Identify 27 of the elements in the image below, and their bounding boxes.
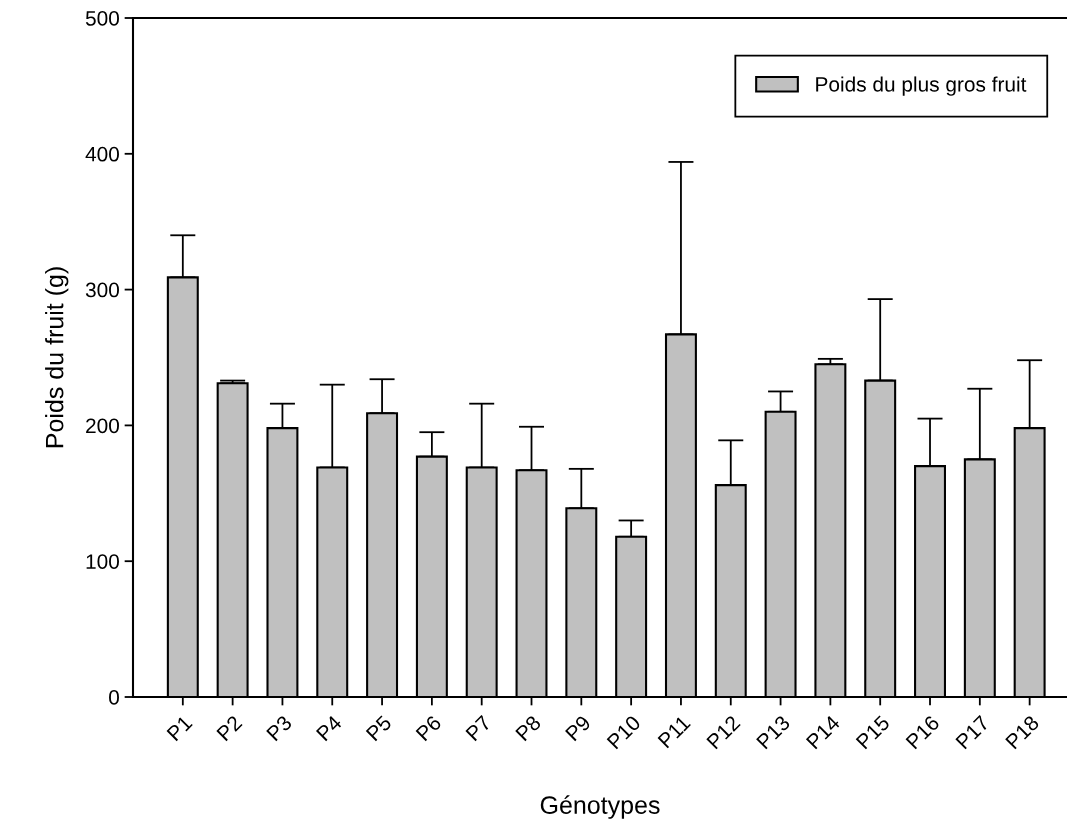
x-tick-label: P9 (564, 714, 592, 742)
legend-label: Poids du plus gros fruit (816, 76, 1027, 96)
y-tick-label: 0 (109, 690, 119, 705)
x-tick-label: P6 (415, 714, 443, 742)
x-tick-label: P11 (657, 714, 691, 749)
x-tick-label: P10 (606, 714, 642, 750)
y-axis-title: Poids du fruit (g) (45, 267, 69, 448)
x-tick-label: P1 (166, 714, 193, 742)
x-tick-label: P2 (216, 714, 243, 742)
x-tick-label: P18 (1005, 714, 1040, 750)
x-tick-label: P7 (465, 714, 492, 742)
x-tick-label: P17 (955, 714, 990, 750)
x-tick-label: P12 (706, 714, 741, 750)
x-tick-label: P8 (515, 714, 542, 742)
x-tick-label: P14 (805, 714, 841, 750)
y-tick-label: 100 (86, 554, 119, 569)
x-tick-label: P4 (315, 714, 343, 742)
x-tick-label: P3 (266, 714, 293, 742)
y-tick-label: 400 (85, 146, 119, 162)
y-tick-label: 300 (85, 282, 119, 298)
x-axis-title: Génotypes (540, 795, 660, 819)
y-tick-label: 200 (86, 418, 119, 434)
x-tick-label: P16 (905, 714, 941, 750)
x-tick-label: P5 (365, 714, 393, 742)
x-tick-label: P13 (755, 714, 791, 750)
y-tick-label: 500 (85, 11, 119, 26)
x-tick-label: P15 (855, 714, 891, 750)
